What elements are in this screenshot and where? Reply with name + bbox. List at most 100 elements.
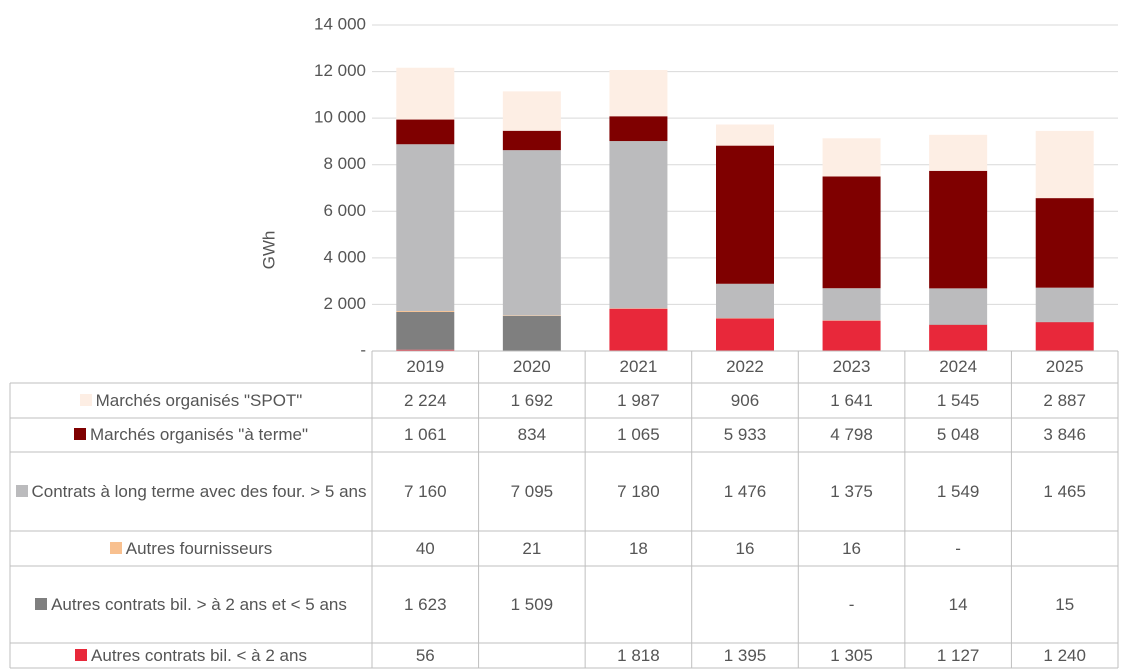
bar-segment <box>929 170 988 289</box>
table-value-cell-content: 1 641 <box>798 383 905 418</box>
table-header-cell: 2020 <box>513 357 551 376</box>
bar-segment <box>822 138 881 177</box>
bar-segment <box>1035 287 1094 322</box>
bar-segment <box>609 308 668 351</box>
table-value-cell: 834 <box>479 418 586 452</box>
table-value-cell-content: 40 <box>372 531 479 566</box>
bar-segment <box>822 320 881 351</box>
bar-segment <box>396 67 455 120</box>
table-value-cell: 16 <box>692 531 799 566</box>
bar-segment <box>396 310 455 312</box>
table-value-cell-content: 14 <box>905 566 1012 643</box>
bar-segment <box>502 315 561 351</box>
table-value-cell-content: 1 623 <box>372 566 479 643</box>
table-value-cell-content: 1 375 <box>798 452 905 531</box>
table-value-cell-content: 1 509 <box>479 566 586 643</box>
legend-label: Contrats à long terme avec des four. > 5… <box>31 481 367 501</box>
legend-cell-content: Contrats à long terme avec des four. > 5… <box>10 452 372 531</box>
value-label: 1 465 <box>1043 481 1086 501</box>
table-value-cell-content: 15 <box>1011 566 1118 643</box>
value-label: 5 933 <box>723 425 767 444</box>
table-value-cell: 2 224 <box>372 383 479 418</box>
table-value-cell-content: 1 476 <box>692 452 799 531</box>
bar-segment <box>396 311 455 350</box>
legend-cell-content: Autres contrats bil. > à 2 ans et < 5 an… <box>10 566 372 643</box>
y-tick-label: 14 000 <box>314 14 366 33</box>
value-label: 1 692 <box>510 390 554 410</box>
value-label: 7 160 <box>404 481 447 501</box>
bar-segment <box>502 130 561 151</box>
table-value-cell-content: 16 <box>692 531 799 566</box>
table-value-cell: 906 <box>692 383 799 418</box>
y-axis-label: GWh <box>259 231 278 270</box>
table-value-cell-content: 1 987 <box>585 383 692 418</box>
legend-label: Autres fournisseurs <box>125 538 273 558</box>
table-value-cell-content: 834 <box>479 418 586 452</box>
value-label: 15 <box>1055 594 1075 614</box>
table-value-cell: 2 887 <box>1011 383 1118 418</box>
y-tick-label: - <box>360 340 366 359</box>
table-value-cell-content: 2 887 <box>1011 383 1118 418</box>
legend-cell: Marchés organisés "à terme" <box>73 425 308 444</box>
value-label: 1 375 <box>830 481 873 501</box>
value-label: 1 305 <box>830 645 873 665</box>
legend-label: Autres contrats bil. > à 2 ans et < 5 an… <box>51 594 347 614</box>
value-label: 1 127 <box>936 645 980 665</box>
bar-segment <box>822 176 881 289</box>
table-header-cell-content: 2021 <box>585 351 692 383</box>
table-value-cell: 1 545 <box>937 391 980 410</box>
table-value-cell: 5 048 <box>905 418 1012 452</box>
table-value-cell: 1 065 <box>617 425 660 444</box>
table-value-cell-content: 1 465 <box>1011 452 1118 531</box>
table-value-cell-content: 5 048 <box>905 418 1012 452</box>
table-header-cell: 2019 <box>406 357 445 376</box>
table-value-cell-content: 7 180 <box>585 452 692 531</box>
table-value-cell-content: 4 798 <box>798 418 905 452</box>
table-value-cell: 1 549 <box>937 482 980 501</box>
table-value-cell-content: 3 846 <box>1011 418 1118 452</box>
category-label: 2019 <box>406 357 445 376</box>
bar-segment <box>822 288 881 321</box>
value-label: 7 095 <box>510 481 554 501</box>
table-value-cell: 1 641 <box>798 383 905 418</box>
table-value-cell-content: 16 <box>798 531 905 566</box>
legend-cell-content: Autres contrats bil. < à 2 ans <box>10 643 372 668</box>
value-label: 1 240 <box>1043 645 1086 665</box>
value-label: 14 <box>948 594 968 614</box>
category-label: 2024 <box>939 357 978 376</box>
bar-segment <box>929 134 988 171</box>
table-value-cell: 1 465 <box>1011 452 1118 531</box>
legend-label: Autres contrats bil. < à 2 ans <box>91 645 307 665</box>
value-label: 16 <box>842 538 862 558</box>
table-value-cell: 7 095 <box>510 481 554 501</box>
table-value-cell: 4 798 <box>798 418 905 452</box>
table-value-cell-content: 1 818 <box>585 643 692 668</box>
legend-swatch <box>75 648 88 661</box>
bar-segment <box>929 324 988 351</box>
table-value-cell-content: 906 <box>692 383 799 418</box>
value-label: 7 180 <box>617 481 660 501</box>
bar-segment <box>929 288 988 325</box>
legend-cell: Autres fournisseurs <box>109 538 273 558</box>
table-value-cell: 1 061 <box>404 425 447 444</box>
table-header-cell: 2021 <box>585 351 692 383</box>
value-label: 21 <box>522 538 542 558</box>
bar-segment <box>1035 198 1094 288</box>
table-value-cell: 56 <box>416 646 435 665</box>
y-tick-label: 4 000 <box>323 247 366 266</box>
table-value-cell: 1 240 <box>1011 643 1118 668</box>
table-value-cell: 1 127 <box>936 645 980 665</box>
value-label: - <box>848 594 855 614</box>
table-value-cell-content: 1 240 <box>1011 643 1118 668</box>
table-value-cell: 5 933 <box>723 425 767 444</box>
category-label: 2021 <box>619 357 658 376</box>
bar-segment <box>609 116 668 142</box>
table-value-cell: 16 <box>798 531 905 566</box>
category-label: 2022 <box>726 357 764 376</box>
table-value-cell: 1 375 <box>798 452 905 531</box>
value-label: 1 987 <box>617 390 660 410</box>
bar-segment <box>396 144 455 311</box>
table-value-cell-content: 2 224 <box>372 383 479 418</box>
table-value-cell: 3 846 <box>1011 418 1118 452</box>
table-value-cell: 1 987 <box>585 383 692 418</box>
